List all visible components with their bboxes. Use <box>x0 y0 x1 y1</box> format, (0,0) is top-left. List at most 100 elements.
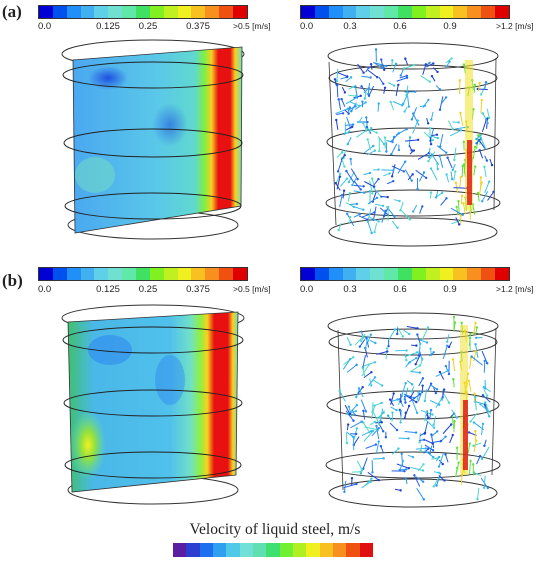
vector-head <box>399 209 402 212</box>
vector-head <box>349 76 353 79</box>
vector-head <box>366 138 369 141</box>
vector-head <box>475 137 478 141</box>
vector-head <box>380 421 383 424</box>
vector-head <box>364 410 368 413</box>
velocity-vector <box>407 95 410 107</box>
vector-head <box>386 205 390 209</box>
vector-head <box>362 409 365 413</box>
velocity-vector <box>445 454 449 463</box>
velocity-vector <box>406 85 409 96</box>
vector-ticks-a: 0.0 0.3 0.6 0.9 <box>300 21 510 33</box>
vector-head <box>479 176 483 179</box>
vector-head <box>375 131 378 134</box>
velocity-vector <box>411 365 420 372</box>
velocity-vector <box>472 204 476 215</box>
vector-head <box>397 132 401 135</box>
velocity-vector <box>486 118 489 129</box>
legend-colorbar <box>173 543 373 557</box>
velocity-vector <box>363 430 374 442</box>
vector-head <box>484 387 487 390</box>
vector-head <box>381 430 385 433</box>
velocity-vector <box>337 72 348 77</box>
velocity-vector <box>404 351 418 358</box>
colorbar-segment <box>219 6 234 18</box>
velocity-vector <box>348 171 355 183</box>
contour-colorbar-b <box>38 267 248 281</box>
vector-head <box>347 405 351 408</box>
velocity-vector <box>418 338 428 343</box>
vector-head <box>430 433 433 436</box>
vector-head <box>429 347 432 350</box>
velocity-vector <box>395 84 399 97</box>
vector-head <box>368 171 372 175</box>
velocity-vector <box>413 475 421 487</box>
vector-head <box>422 438 426 441</box>
tick-label: 0.9 <box>443 21 457 32</box>
vector-head <box>348 191 352 195</box>
vector-head <box>378 149 381 153</box>
vector-head <box>415 344 418 347</box>
velocity-vector <box>453 171 456 181</box>
velocity-vector <box>371 427 380 437</box>
vector-head <box>369 429 373 433</box>
colorbar-segment <box>342 6 357 18</box>
vector-head <box>436 430 439 433</box>
velocity-vector <box>347 107 351 115</box>
velocity-vector <box>453 421 456 432</box>
velocity-vector <box>399 201 404 211</box>
velocity-vector <box>344 404 351 415</box>
velocity-vector <box>484 82 487 90</box>
vector-head <box>483 165 486 168</box>
velocity-vector <box>419 172 425 182</box>
vector-head <box>345 177 349 180</box>
vector-head <box>437 403 441 406</box>
vector-head <box>486 362 489 365</box>
vector-head <box>481 394 485 397</box>
colorbar-segment <box>66 6 81 18</box>
velocity-vector <box>390 132 400 143</box>
colorbar-segment <box>136 6 150 18</box>
vector-head <box>445 173 448 176</box>
vector-head <box>416 333 419 336</box>
velocity-vector <box>484 181 490 194</box>
colorbar-segment <box>212 543 227 557</box>
vector-head <box>487 180 491 183</box>
vector-head <box>421 469 425 472</box>
vector-head <box>370 231 373 235</box>
vector-head <box>416 138 420 142</box>
vector-head <box>396 398 399 401</box>
vector-head <box>460 194 464 198</box>
vector-head <box>364 347 367 350</box>
vector-colorbar-a <box>300 5 510 19</box>
velocity-vector <box>339 390 346 402</box>
vector-head <box>363 191 366 195</box>
colorbar-segment <box>199 543 213 557</box>
velocity-vector <box>449 434 454 444</box>
vector-head <box>410 149 413 152</box>
vector-head <box>474 350 477 353</box>
vector-head <box>383 86 387 90</box>
unit-label: [m/s] <box>515 21 534 31</box>
velocity-vector <box>478 139 486 149</box>
vector-head <box>418 441 421 444</box>
vector-head <box>394 62 398 65</box>
vector-head <box>337 98 340 101</box>
vector-head <box>431 413 434 416</box>
vector-head <box>380 401 383 405</box>
vector-head <box>385 150 388 153</box>
vector-head <box>393 215 396 218</box>
velocity-vector <box>411 400 418 414</box>
vector-head <box>431 138 434 142</box>
vector-head <box>474 343 477 346</box>
vector-head <box>393 328 397 331</box>
vector-head <box>388 172 391 175</box>
tick-label: 0.6 <box>393 21 407 32</box>
colorbar-segment <box>94 268 109 280</box>
vector-head <box>392 179 395 183</box>
vector-head <box>362 208 365 211</box>
velocity-vector <box>441 97 447 104</box>
vector-head <box>439 439 443 443</box>
vector-head <box>411 173 414 176</box>
vector-head <box>366 220 370 224</box>
velocity-vector <box>481 119 487 133</box>
